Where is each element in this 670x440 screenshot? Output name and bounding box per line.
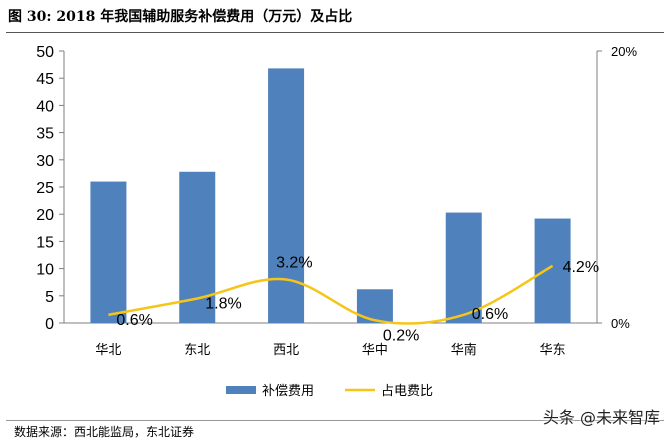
x-axis-labels: 华北 东北 西北 华中 华南 华东: [95, 342, 565, 357]
x-tick-label: 西北: [273, 342, 299, 357]
bar: [90, 181, 127, 323]
right-tick-label: 20%: [611, 44, 637, 59]
x-tick-label: 华东: [540, 342, 566, 357]
left-axis: 0 5 10 15 20 25 30 35 40 45 50: [36, 44, 597, 333]
left-tick-label: 5: [45, 289, 54, 306]
left-tick-label: 30: [36, 153, 54, 170]
line-data-label: 0.6%: [116, 312, 152, 329]
left-tick-label: 40: [36, 98, 54, 115]
right-tick-label: 0%: [611, 316, 630, 331]
x-tick-label: 华北: [95, 342, 121, 357]
watermark: 头条 @未来智库: [542, 408, 660, 427]
left-tick-label: 10: [36, 262, 54, 279]
left-tick-label: 35: [36, 126, 54, 143]
x-tick-label: 华中: [362, 342, 388, 357]
source-divider: [6, 420, 664, 421]
legend-swatch-bar: [226, 386, 256, 394]
line-data-label: 0.6%: [472, 306, 508, 323]
line-data-label: 0.2%: [383, 327, 419, 344]
line-data-label: 4.2%: [563, 259, 599, 276]
chart-title: 图 30: 2018 年我国辅助服务补偿费用（万元）及占比: [8, 9, 353, 25]
x-tick-label: 东北: [184, 342, 210, 357]
left-tick-label: 50: [36, 44, 54, 61]
right-axis: 0% 20%: [596, 44, 637, 331]
left-tick-label: 15: [36, 234, 54, 251]
line-data-label: 3.2%: [276, 254, 312, 271]
left-tick-label: 20: [36, 207, 54, 224]
bar: [445, 212, 482, 323]
bar: [268, 68, 305, 324]
legend: 补偿费用 占电费比: [226, 383, 433, 398]
legend-label-line: 占电费比: [381, 383, 433, 398]
line-data-label: 1.8%: [205, 296, 241, 313]
bar-series: [90, 68, 571, 324]
left-tick-label: 45: [36, 71, 54, 88]
title-divider: [6, 32, 664, 33]
source-note: 数据来源：西北能监局，东北证券: [14, 425, 195, 439]
bar: [534, 218, 571, 323]
legend-label-bar: 补偿费用: [262, 383, 314, 398]
line-series: 0.6% 1.8% 3.2% 0.2% 0.6% 4.2%: [108, 254, 599, 344]
x-tick-label: 华南: [451, 342, 477, 357]
left-tick-label: 25: [36, 180, 54, 197]
left-tick-label: 0: [45, 316, 54, 333]
line-path: [108, 264, 554, 325]
bar: [356, 289, 393, 323]
